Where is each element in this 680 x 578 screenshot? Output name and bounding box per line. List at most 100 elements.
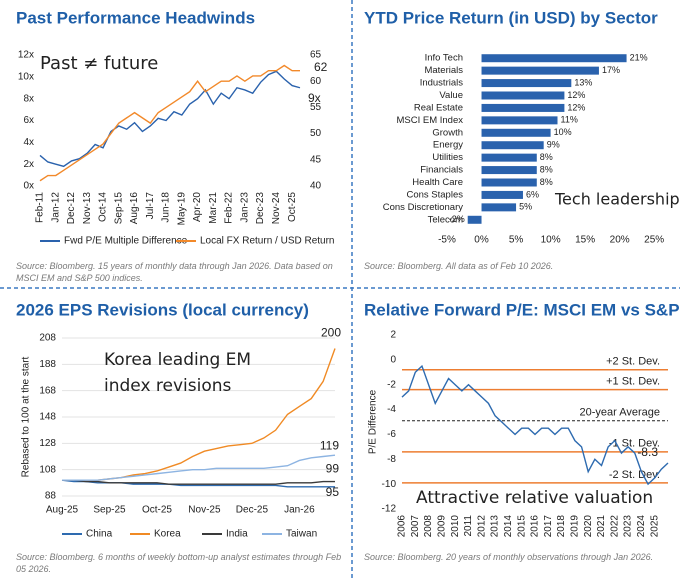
- x-tick-label: Oct-14: [98, 192, 109, 222]
- value-label: 12%: [567, 102, 585, 112]
- value-label: 8%: [540, 152, 553, 162]
- y-tick-label: 148: [39, 412, 56, 423]
- y-tick-label: -6: [387, 429, 396, 440]
- bar: [481, 153, 537, 162]
- x-tick-label: Sep-25: [93, 505, 126, 516]
- x-tick-label: 2006: [397, 515, 408, 538]
- x-tick-label: 2019: [570, 515, 581, 538]
- x-tick-label: Jan-23: [239, 192, 250, 223]
- y-tick-label: 8x: [23, 93, 34, 104]
- y-tick-label: 4x: [23, 137, 34, 148]
- x-tick-label: 2021: [596, 515, 607, 538]
- x-tick-label: 2025: [649, 515, 660, 538]
- legend-label: Local FX Return / USD Return: [200, 236, 335, 247]
- y-tick-label: 208: [39, 333, 56, 344]
- legend-label: Taiwan: [286, 529, 317, 540]
- value-label: 5%: [519, 202, 532, 212]
- category-label: Health Care: [412, 177, 463, 188]
- value-label: 21%: [630, 53, 648, 63]
- end-label: 9x: [308, 91, 321, 105]
- bar: [481, 91, 565, 100]
- x-tick-label: 2010: [450, 515, 461, 538]
- bar: [481, 79, 572, 88]
- chart-title: 2026 EPS Revisions (local currency): [16, 300, 309, 319]
- x-tick-label: Aug-25: [46, 505, 79, 516]
- category-label: Cons Discretionary: [383, 202, 463, 213]
- end-label: 95: [326, 485, 340, 499]
- x-tick-label: Nov-25: [188, 505, 221, 516]
- y2-tick-label: 60: [310, 76, 322, 87]
- x-tick-label: Dec-12: [66, 192, 77, 225]
- source-note: Source: Bloomberg. All data as of Feb 10…: [364, 261, 554, 271]
- y-tick-label: 6x: [23, 115, 34, 126]
- end-label: 119: [320, 438, 339, 452]
- x-tick-label: 2023: [623, 515, 634, 538]
- x-tick-label: 2017: [543, 515, 554, 538]
- x-tick-label: 2012: [476, 515, 487, 538]
- x-tick-label: Feb-22: [224, 192, 235, 224]
- bar: [481, 54, 627, 63]
- end-label: 62: [314, 60, 328, 74]
- x-tick-label: 15%: [575, 235, 595, 246]
- x-tick-label: -5%: [438, 235, 456, 246]
- y-tick-label: 88: [45, 491, 57, 502]
- x-tick-label: 2024: [636, 515, 647, 538]
- value-label: 10%: [554, 127, 572, 137]
- annotation: Attractive relative valuation: [416, 488, 653, 508]
- category-label: Utilities: [432, 152, 463, 163]
- x-tick-label: 2016: [530, 515, 541, 538]
- reference-label: -1 St. Dev.: [609, 438, 660, 450]
- category-label: Info Tech: [425, 53, 463, 64]
- bar: [481, 166, 537, 175]
- y-tick-label: 12x: [18, 50, 34, 61]
- source-note: Source: Bloomberg. 15 years of monthly d…: [16, 261, 333, 283]
- y-tick-label: 2x: [23, 159, 34, 170]
- annotation: Past ≠ future: [40, 53, 158, 74]
- x-tick-label: Oct-25: [142, 505, 172, 516]
- bar: [481, 190, 523, 199]
- series-line: [39, 70, 301, 168]
- y2-tick-label: 55: [310, 102, 322, 113]
- x-tick-label: Jan-12: [50, 192, 61, 223]
- category-label: Financials: [420, 165, 463, 176]
- annotation: Tech leadership: [554, 190, 680, 209]
- x-tick-label: 2020: [583, 515, 594, 538]
- y-tick-label: 2: [390, 330, 396, 341]
- category-label: Telecom: [428, 214, 463, 225]
- end-label: 99: [326, 462, 340, 476]
- y-tick-label: -8: [387, 454, 396, 465]
- source-note: Source: Bloomberg. 20 years of monthly o…: [364, 552, 654, 562]
- source-note: Source: Bloomberg. 6 months of weekly bo…: [16, 552, 342, 574]
- value-label: 13%: [574, 77, 592, 87]
- value-label: -2%: [449, 214, 465, 224]
- x-tick-label: 20%: [610, 235, 630, 246]
- y-tick-label: 0: [390, 354, 396, 365]
- y-tick-label: 128: [39, 438, 56, 449]
- legend-label: China: [86, 529, 113, 540]
- value-label: 17%: [602, 65, 620, 75]
- x-tick-label: 2014: [503, 515, 514, 538]
- x-tick-label: Mar-21: [208, 192, 219, 224]
- x-tick-label: Feb-11: [35, 192, 46, 223]
- bar: [481, 203, 517, 212]
- value-label: 9%: [547, 140, 560, 150]
- value-label: 11%: [561, 115, 578, 125]
- bar: [481, 178, 537, 187]
- y-tick-label: 168: [39, 385, 56, 396]
- x-tick-label: 2008: [423, 515, 434, 538]
- x-tick-label: 2015: [516, 515, 527, 538]
- x-tick-label: 5%: [509, 235, 524, 246]
- series-line: [39, 64, 300, 182]
- x-tick-label: Apr-20: [192, 192, 203, 222]
- end-label: -8.3: [637, 445, 658, 459]
- category-label: MSCI EM Index: [396, 115, 463, 126]
- annotation: Korea leading EM: [104, 350, 251, 370]
- x-tick-label: May-19: [176, 192, 187, 226]
- x-tick-label: Oct-25: [287, 192, 298, 222]
- y2-tick-label: 45: [310, 154, 322, 165]
- annotation: index revisions: [104, 376, 232, 396]
- x-tick-label: Nov-13: [82, 192, 93, 225]
- y-axis-label: P/E Difference: [368, 389, 379, 454]
- x-tick-label: Sep-15: [113, 192, 124, 225]
